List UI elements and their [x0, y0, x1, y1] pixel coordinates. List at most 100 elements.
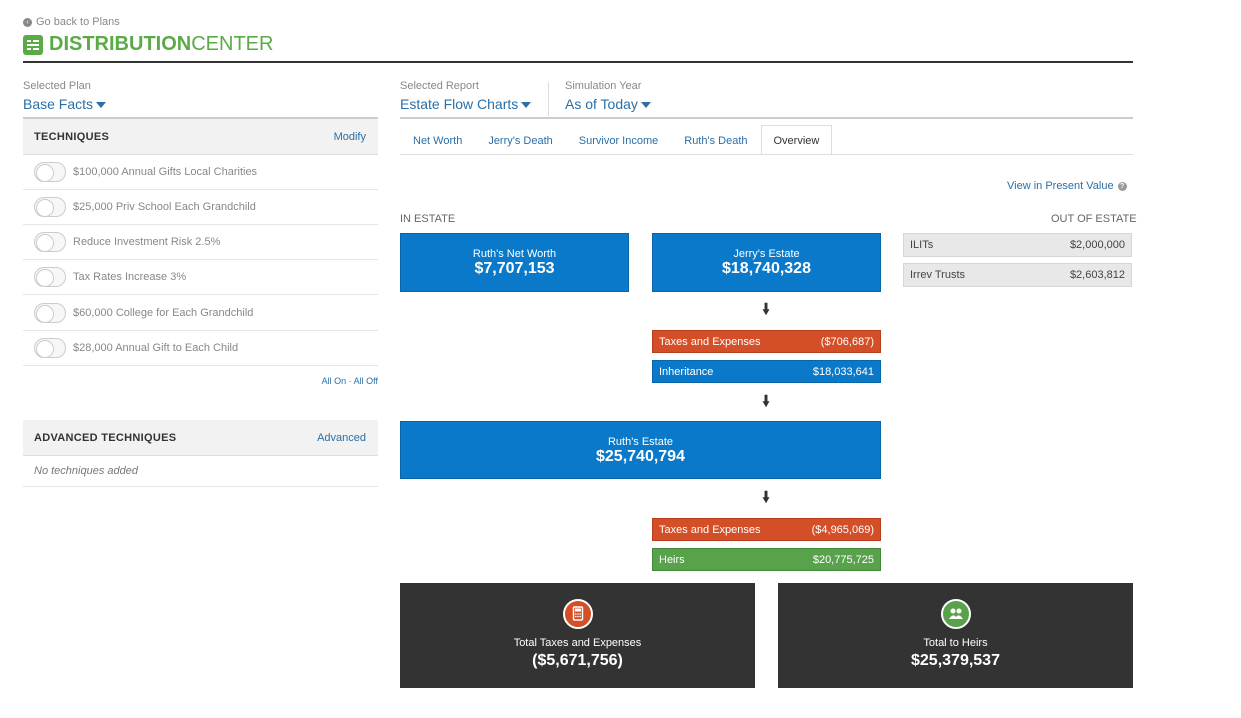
inheritance-value: $18,033,641: [812, 365, 874, 378]
caret-down-icon: [640, 101, 651, 108]
back-to-plans-link[interactable]: ‹ Go back to Plans: [23, 16, 120, 28]
selector-divider: [548, 82, 549, 116]
taxes-expenses-bar-2: Taxes and Expenses ($4,965,069): [652, 518, 881, 541]
report-tabs: Net Worth Jerry's Death Survivor Income …: [400, 125, 833, 155]
total-taxes-title: Total Taxes and Expenses: [513, 637, 642, 649]
advanced-techniques-header: ADVANCED TECHNIQUES Advanced: [23, 420, 378, 456]
technique-toggle[interactable]: [34, 197, 66, 217]
technique-label: $25,000 Priv School Each Grandchild: [73, 201, 256, 213]
right-divider: [400, 117, 1133, 119]
taxes-expenses-bar-1: Taxes and Expenses ($706,687): [652, 330, 881, 353]
technique-row: $100,000 Annual Gifts Local Charities: [23, 155, 378, 190]
year-dropdown[interactable]: As of Today: [565, 96, 651, 112]
jerrys-estate-title: Jerry's Estate: [733, 248, 800, 260]
arrow-down-icon: 🠛: [762, 393, 770, 410]
tab-overview[interactable]: Overview: [760, 125, 833, 155]
arrow-down-icon: 🠛: [762, 489, 770, 506]
tabs-divider: [400, 154, 1133, 155]
brand-light: CENTER: [191, 33, 274, 55]
brand: DISTRIBUTIONCENTER: [23, 33, 273, 56]
caret-down-icon: [521, 101, 532, 108]
technique-label: Reduce Investment Risk 2.5%: [73, 236, 221, 248]
page-title: DISTRIBUTIONCENTER: [49, 33, 273, 56]
technique-row: $25,000 Priv School Each Grandchild: [23, 190, 378, 225]
report-selector: Selected Report Estate Flow Charts: [400, 80, 532, 112]
out-of-estate-label: OUT OF ESTATE: [1051, 213, 1137, 225]
report-dropdown[interactable]: Estate Flow Charts: [400, 96, 532, 112]
tab-net-worth[interactable]: Net Worth: [413, 135, 463, 147]
calculator-icon: [562, 599, 593, 629]
ruths-net-worth-title: Ruth's Net Worth: [472, 248, 557, 260]
taxes-expenses-value: ($4,965,069): [811, 523, 874, 536]
tab-jerrys-death[interactable]: Jerry's Death: [488, 135, 553, 147]
technique-row: $28,000 Annual Gift to Each Child: [23, 331, 378, 366]
total-heirs-box: Total to Heirs $25,379,537: [778, 583, 1133, 688]
total-taxes-value: ($5,671,756): [532, 652, 623, 669]
inheritance-label: Inheritance: [659, 365, 714, 378]
advanced-techniques-title: ADVANCED TECHNIQUES: [34, 431, 177, 444]
taxes-expenses-value: ($706,687): [820, 335, 874, 348]
technique-label: $28,000 Annual Gift to Each Child: [73, 342, 239, 354]
distribution-center-logo-icon: [23, 34, 43, 55]
out-of-estate-label-ilits: ILITs: [910, 239, 934, 251]
out-of-estate-row: ILITs $2,000,000: [903, 233, 1132, 257]
year-selector-label: Simulation Year: [565, 80, 642, 92]
ruths-estate-title: Ruth's Estate: [607, 436, 674, 448]
technique-row: $60,000 College for Each Grandchild: [23, 296, 378, 331]
total-taxes-box: Total Taxes and Expenses ($5,671,756): [400, 583, 755, 688]
taxes-expenses-label: Taxes and Expenses: [659, 523, 761, 536]
year-selector: Simulation Year As of Today: [565, 80, 651, 112]
brand-bold: DISTRIBUTION: [49, 33, 192, 55]
jerrys-estate-box: Jerry's Estate $18,740,328: [652, 233, 881, 292]
technique-toggle[interactable]: [34, 267, 66, 287]
techniques-title: TECHNIQUES: [34, 130, 110, 143]
technique-label: Tax Rates Increase 3%: [73, 271, 187, 283]
plan-selector: Selected Plan Base Facts: [23, 80, 107, 112]
out-of-estate-value-irrev-trusts: $2,603,812: [1069, 269, 1125, 281]
out-of-estate-value-ilits: $2,000,000: [1069, 239, 1125, 251]
technique-toggle[interactable]: [34, 232, 66, 252]
technique-row: Tax Rates Increase 3%: [23, 260, 378, 295]
ruths-estate-box: Ruth's Estate $25,740,794: [400, 421, 881, 479]
all-on-off-separator: ·: [348, 376, 352, 386]
report-dropdown-value: Estate Flow Charts: [400, 96, 519, 112]
technique-toggle[interactable]: [34, 162, 66, 182]
modify-link[interactable]: Modify: [333, 130, 366, 143]
ruths-net-worth-box: Ruth's Net Worth $7,707,153: [400, 233, 629, 292]
tab-survivor-income[interactable]: Survivor Income: [578, 135, 659, 147]
in-estate-label: IN ESTATE: [400, 213, 456, 225]
heirs-bar: Heirs $20,775,725: [652, 548, 881, 571]
back-to-plans-label: Go back to Plans: [36, 16, 120, 28]
left-divider: [23, 117, 378, 119]
plan-selector-label: Selected Plan: [23, 80, 91, 92]
header-divider: [23, 61, 1133, 63]
help-icon[interactable]: ?: [1117, 181, 1127, 191]
heirs-label: Heirs: [659, 553, 685, 566]
all-off-link[interactable]: All Off: [353, 376, 378, 386]
year-dropdown-value: As of Today: [565, 96, 638, 112]
chevron-left-icon: ‹: [23, 17, 32, 27]
advanced-divider: [23, 486, 378, 487]
taxes-expenses-label: Taxes and Expenses: [659, 335, 761, 348]
plan-dropdown-value: Base Facts: [23, 96, 94, 112]
technique-row: Reduce Investment Risk 2.5%: [23, 225, 378, 260]
view-present-value-link[interactable]: View in Present Value ?: [1007, 180, 1127, 192]
caret-down-icon: [96, 101, 107, 108]
technique-toggle[interactable]: [34, 338, 66, 358]
technique-label: $100,000 Annual Gifts Local Charities: [73, 166, 258, 178]
technique-label: $60,000 College for Each Grandchild: [73, 307, 254, 319]
people-icon: [940, 599, 971, 629]
tab-ruths-death[interactable]: Ruth's Death: [684, 135, 748, 147]
ruths-net-worth-value: $7,707,153: [474, 260, 555, 277]
advanced-link[interactable]: Advanced: [317, 431, 366, 444]
jerrys-estate-value: $18,740,328: [722, 260, 811, 277]
all-on-link[interactable]: All On: [321, 376, 347, 386]
techniques-header: TECHNIQUES Modify: [23, 119, 378, 155]
out-of-estate-label-irrev-trusts: Irrev Trusts: [910, 269, 966, 281]
view-present-value-label: View in Present Value: [1007, 180, 1114, 192]
arrow-down-icon: 🠛: [762, 301, 770, 318]
report-selector-label: Selected Report: [400, 80, 479, 92]
plan-dropdown[interactable]: Base Facts: [23, 96, 107, 112]
inheritance-bar: Inheritance $18,033,641: [652, 360, 881, 383]
technique-toggle[interactable]: [34, 303, 66, 323]
